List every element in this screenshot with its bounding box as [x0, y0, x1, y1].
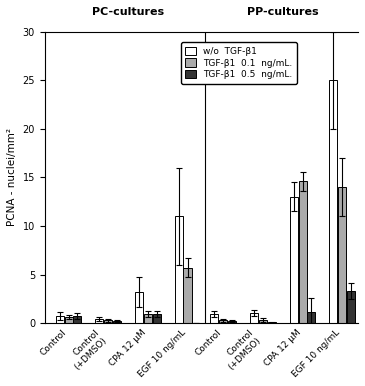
Bar [330, 80, 338, 323]
Bar [299, 181, 307, 323]
Bar [347, 291, 355, 323]
Bar [307, 312, 315, 323]
Bar [250, 313, 258, 323]
Bar [153, 314, 161, 323]
Bar [184, 268, 192, 323]
Bar [211, 314, 219, 323]
Bar [65, 317, 73, 323]
Bar [175, 216, 183, 323]
Bar [268, 322, 276, 323]
Bar [95, 319, 103, 323]
Legend: w/o  TGF-β1, TGF-β1  0.1  ng/mL., TGF-β1  0.5  ng/mL.: w/o TGF-β1, TGF-β1 0.1 ng/mL., TGF-β1 0.… [181, 42, 297, 84]
Bar [219, 320, 227, 323]
Bar [104, 320, 112, 323]
Bar [259, 320, 267, 323]
Bar [73, 316, 81, 323]
Text: PC-cultures: PC-cultures [92, 7, 164, 17]
Bar [338, 187, 346, 323]
Bar [228, 321, 236, 323]
Bar [113, 321, 121, 323]
Bar [144, 314, 152, 323]
Bar [56, 316, 64, 323]
Bar [290, 197, 298, 323]
Y-axis label: PCNA - nuclei/mm²: PCNA - nuclei/mm² [7, 129, 17, 227]
Bar [135, 292, 143, 323]
Text: PP-cultures: PP-cultures [247, 7, 319, 17]
